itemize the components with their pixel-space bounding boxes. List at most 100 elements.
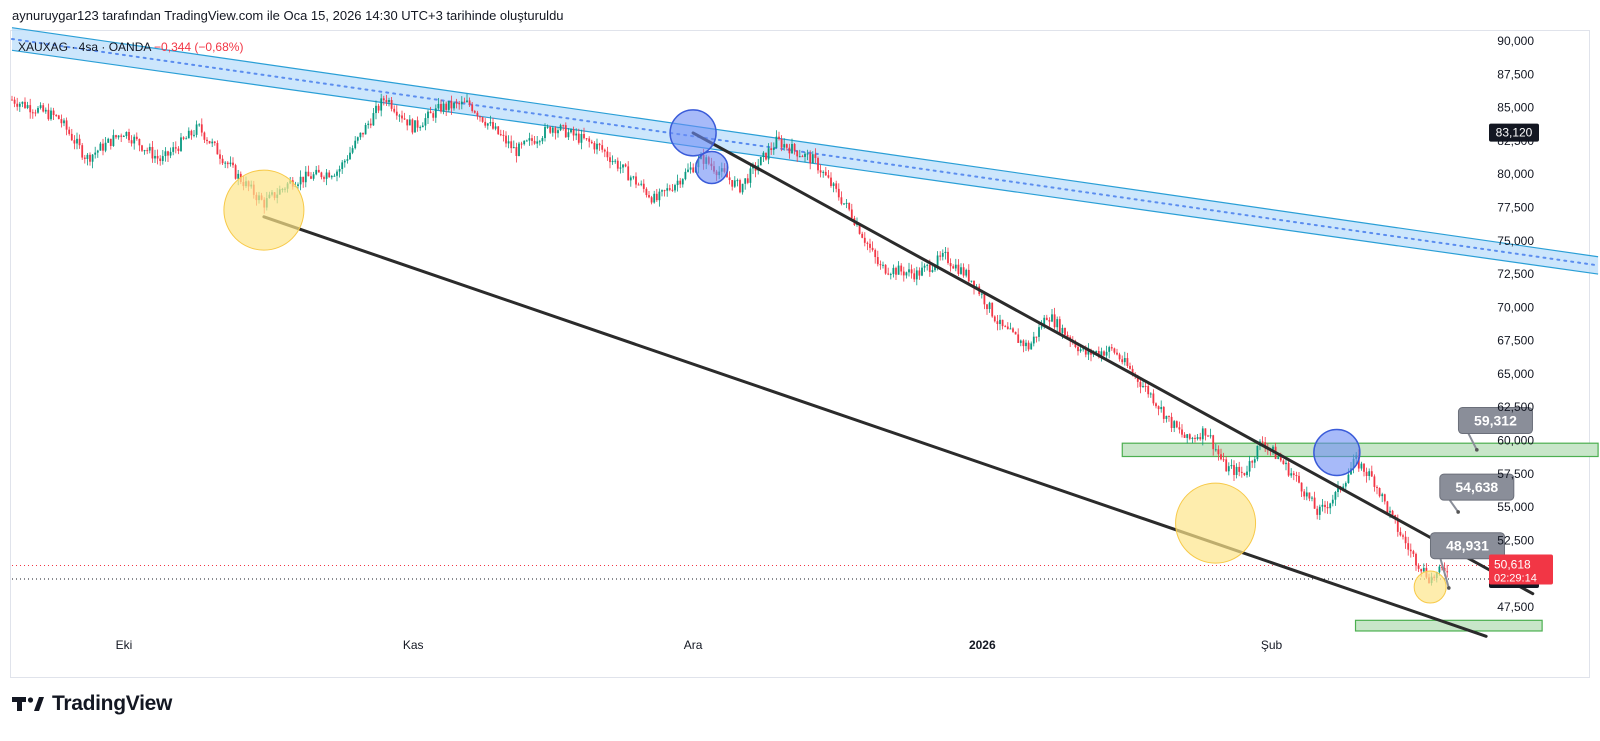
candle-body [741,183,744,193]
candle-body [947,251,949,264]
candle-body [349,152,351,160]
candle-body [1347,474,1350,484]
candle-body [1381,494,1384,497]
symbol-info: XAUXAG · 4sa · OANDA [18,40,151,54]
candle-body [655,193,658,201]
candle-body [385,100,388,103]
candle-body [1064,327,1066,335]
candle-body [523,140,526,145]
candle-body [928,264,931,272]
candle-body [52,110,55,115]
candle-body [382,98,385,101]
candle-body [1066,334,1069,337]
callout-box-2 [1439,473,1515,501]
candle-body [809,153,812,164]
candle-body [1199,437,1202,440]
candle-body [562,125,565,127]
candle-body [957,264,960,274]
callout-anchor-1 [1475,448,1479,452]
tradingview-logo-icon [12,695,46,713]
symbol-legend[interactable]: XAUXAG · 4sa · OANDA −0,344 (−0,68%) [18,40,243,54]
candle-body [200,124,203,133]
callout-label-3: 48,931 [1446,538,1489,554]
candle-body [1123,358,1126,363]
candle-body [354,140,357,149]
candle-body [489,122,492,124]
candle-body [952,266,955,269]
highlight-circle-3 [1413,570,1447,604]
candle-body [1032,336,1035,344]
candle-body [60,119,63,124]
candle-body [1279,457,1282,461]
candle-body [42,105,45,112]
candle-body [1282,460,1285,465]
candle-body [437,103,440,109]
candle-body [440,103,442,112]
candle-body [822,171,825,173]
callout-anchor-3 [1447,586,1451,590]
candle-body [960,267,962,274]
candle-body [788,147,791,154]
candle-body [848,202,851,210]
candle-body [941,253,944,257]
candle-body [606,151,609,158]
candle-body [31,112,34,114]
candle-body [109,138,112,146]
candle-body [502,134,505,136]
candle-body [770,148,773,150]
candle-body [993,316,996,322]
candle-body [921,267,923,276]
candle-body [819,170,822,173]
candle-body [593,143,596,150]
candle-body [1196,437,1199,439]
candle-body [572,129,575,136]
candle-body [1110,347,1113,349]
candle-body [304,171,307,183]
candle-body [1121,359,1124,363]
candle-body [879,264,882,266]
trendline-2 [691,131,1535,596]
candle-body [1235,466,1238,475]
y-tick-label: 67,500 [1497,334,1534,348]
candle-body [611,160,614,163]
candle-body [1222,459,1225,461]
candle-body [1383,494,1386,502]
x-tick-label: Eki [116,638,133,652]
y-tick-label: 80,000 [1497,167,1534,181]
candle-body [414,120,416,133]
candle-body [83,157,86,159]
current-price-tag [1489,554,1553,585]
callout-pointer-2 [1448,499,1459,513]
candle-body [1152,393,1155,404]
candle-body [1292,473,1295,476]
candle-body [408,119,411,126]
candle-body [1230,465,1233,467]
y-tick-label: 87,500 [1497,67,1534,81]
candle-body [1131,368,1134,374]
candle-body [533,140,536,144]
candle-body [315,169,318,175]
candle-body [814,154,817,159]
chart-frame[interactable] [10,30,1590,678]
candle-body [650,197,653,203]
candle-body [1204,428,1207,436]
chart-caption: aynuruygar123 tarafından TradingView.com… [12,8,564,23]
candle-body [640,183,643,185]
candle-body [1217,449,1220,455]
candle-body [749,168,752,183]
candle-body [182,137,185,139]
candle-body [811,154,814,164]
candle-body [364,125,367,135]
y-tick-label: 72,500 [1497,267,1534,281]
candle-body [554,127,557,134]
candle-body [1061,327,1064,334]
candle-body [76,138,78,144]
candle-body [676,180,679,186]
candle-body [908,269,910,273]
candle-body [967,269,970,282]
candle-body [1186,434,1189,438]
candle-body [830,177,832,186]
candle-body [1097,350,1100,357]
candle-body [419,127,422,129]
